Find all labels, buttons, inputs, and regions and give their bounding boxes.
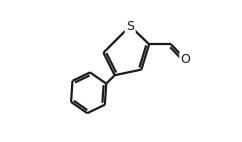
Text: S: S [126,19,134,33]
Text: O: O [181,53,191,66]
